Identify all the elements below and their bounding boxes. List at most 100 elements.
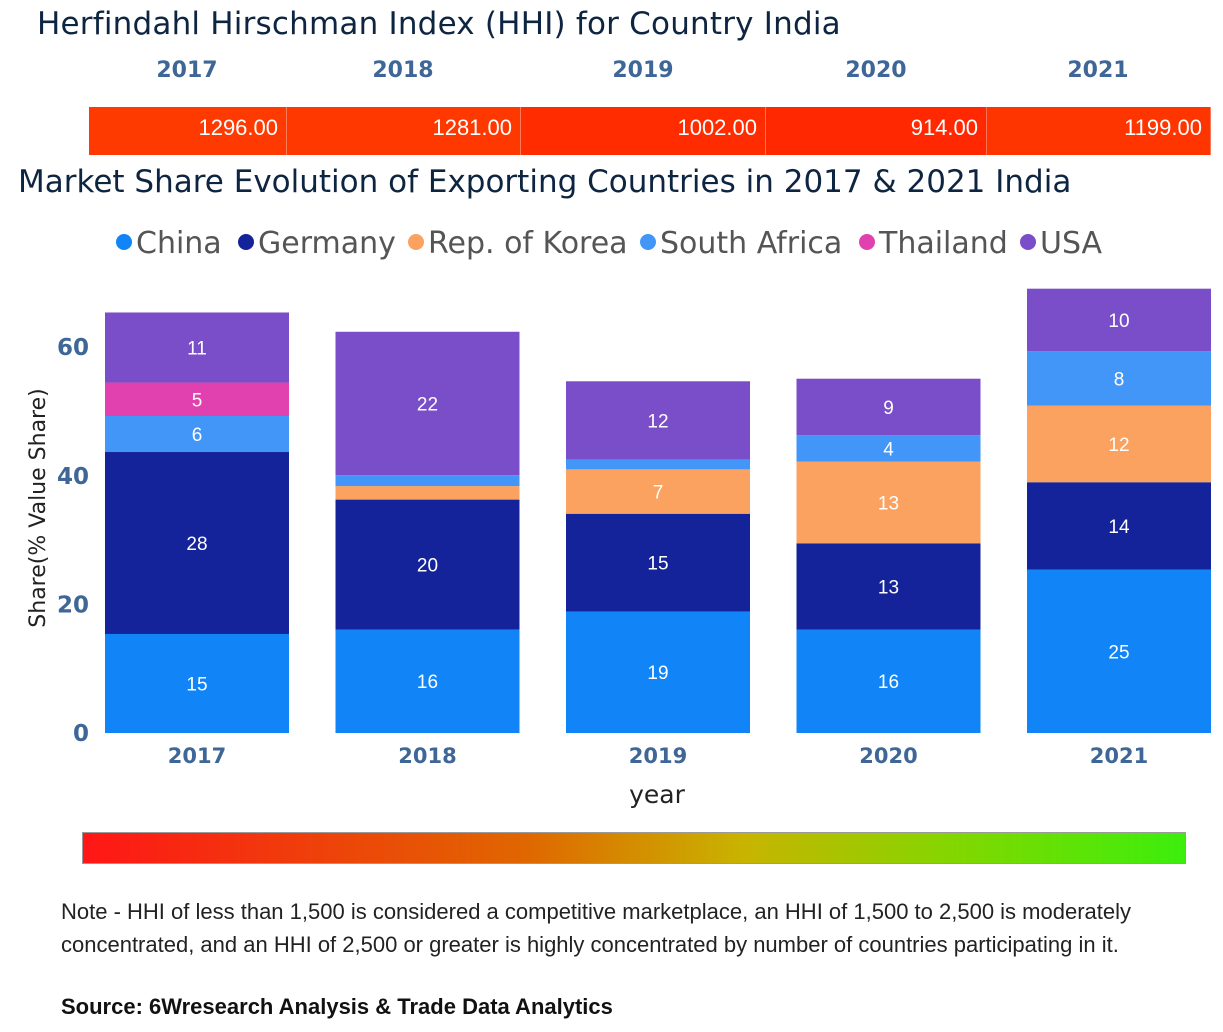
hhi-color-scale <box>82 832 1186 864</box>
hhi-year-2019: 2019 <box>612 58 674 83</box>
bar-segment-south-africa-2018 <box>335 475 520 487</box>
data-label: 22 <box>417 394 438 415</box>
legend-dot-icon <box>859 233 875 250</box>
x-tick-label: 2021 <box>1090 744 1148 768</box>
data-label: 5 <box>192 390 203 411</box>
legend-label: Thailand <box>879 226 1008 261</box>
legend-item-korea[interactable]: Rep. of Korea <box>408 226 628 261</box>
data-label: 10 <box>1108 311 1129 332</box>
bar-segment-rep-of-korea-2020 <box>796 461 981 544</box>
legend-dot-icon <box>640 233 656 250</box>
bar-segment-germany-2021 <box>1027 482 1211 570</box>
bar-segment-china-2019 <box>566 611 750 733</box>
legend-item-south-africa[interactable]: South Africa <box>640 226 842 261</box>
hhi-year-2018: 2018 <box>372 58 434 83</box>
data-label: 7 <box>653 483 664 504</box>
data-label: 28 <box>186 534 207 555</box>
legend-item-china[interactable]: China <box>116 226 222 261</box>
bar-segment-rep-of-korea-2018 <box>335 486 520 500</box>
hhi-cell-2021: 1199.00 <box>987 107 1211 155</box>
legend-label: USA <box>1040 226 1103 261</box>
legend-item-germany[interactable]: Germany <box>238 226 396 261</box>
y-tick-label: 60 <box>57 335 89 361</box>
y-tick-label: 20 <box>57 592 89 618</box>
hhi-cell-2019: 1002.00 <box>521 107 766 155</box>
data-label: 19 <box>647 663 668 684</box>
x-tick-label: 2020 <box>859 744 917 768</box>
bar-segment-usa-2019 <box>566 381 750 460</box>
hhi-cell-2020: 914.00 <box>766 107 987 155</box>
hhi-year-2017: 2017 <box>156 58 218 83</box>
legend-item-usa[interactable]: USA <box>1020 226 1102 261</box>
bar-segment-usa-2020 <box>796 378 981 436</box>
bar-segment-china-2018 <box>335 629 520 733</box>
bar-segment-rep-of-korea-2019 <box>566 469 750 514</box>
bar-segment-south-africa-2019 <box>566 459 750 470</box>
data-label: 12 <box>647 412 668 433</box>
data-label: 16 <box>417 672 438 693</box>
bar-segment-germany-2020 <box>796 543 981 630</box>
hhi-value-2018: 1281.00 <box>432 115 512 140</box>
bar-segment-germany-2019 <box>566 513 750 612</box>
data-label: 15 <box>647 554 668 575</box>
source-line: Source: 6Wresearch Analysis & Trade Data… <box>61 994 613 1019</box>
hhi-value-2019: 1002.00 <box>677 115 757 140</box>
hhi-title: Herfindahl Hirschman Index (HHI) for Cou… <box>37 6 841 42</box>
data-label: 4 <box>883 439 894 460</box>
data-label: 12 <box>1108 435 1129 456</box>
bar-segment-south-africa-2017 <box>105 416 289 453</box>
hhi-value-2021: 1199.00 <box>1124 115 1202 140</box>
legend-dot-icon <box>116 233 132 250</box>
bar-segment-usa-2021 <box>1027 288 1211 352</box>
data-label: 8 <box>1114 369 1125 390</box>
bar-segment-usa-2017 <box>105 312 289 383</box>
x-axis-label: year <box>629 780 685 809</box>
data-label: 20 <box>417 556 438 577</box>
legend-dot-icon <box>238 233 254 250</box>
hhi-value-strip: 1296.00 1281.00 1002.00 914.00 1199.00 <box>89 107 1211 155</box>
hhi-cell-2017: 1296.00 <box>89 107 287 155</box>
x-tick-label: 2018 <box>398 744 456 768</box>
legend-label: Germany <box>258 226 396 261</box>
legend-label: Rep. of Korea <box>428 226 628 261</box>
x-tick-label: 2017 <box>168 744 226 768</box>
bar-segment-thailand-2017 <box>105 382 289 417</box>
hhi-value-2017: 1296.00 <box>198 115 278 140</box>
stacked-bar-chart: 15 28 6 5 11 16 20 22 19 15 7 12 16 13 13 4 9 25 14 12 8 10 2… <box>26 288 1211 809</box>
data-label: 16 <box>878 672 899 693</box>
bar-segment-germany-2018 <box>335 499 520 630</box>
bar-segment-south-africa-2020 <box>796 435 981 462</box>
bar-segment-china-2021 <box>1027 569 1211 733</box>
data-label: 13 <box>878 577 899 598</box>
data-label: 9 <box>883 398 894 419</box>
data-label: 6 <box>192 425 203 446</box>
bar-segment-rep-of-korea-2021 <box>1027 405 1211 483</box>
chart-title: Market Share Evolution of Exporting Coun… <box>18 164 1072 200</box>
legend-label: China <box>136 226 222 261</box>
bar-segment-usa-2018 <box>335 331 520 476</box>
bar-segment-south-africa-2021 <box>1027 351 1211 406</box>
bar-segment-china-2020 <box>796 629 981 733</box>
legend-dot-icon <box>1020 233 1036 250</box>
hhi-year-2021: 2021 <box>1067 58 1129 83</box>
data-label: 15 <box>186 674 207 695</box>
y-tick-label: 0 <box>73 721 89 747</box>
chart-bars: 15 28 6 5 11 16 20 22 19 15 7 12 16 13 13 4 9 25 14 12 8 10 <box>105 288 1211 733</box>
bar-segment-germany-2017 <box>105 452 289 634</box>
data-label: 11 <box>187 339 207 360</box>
data-label: 14 <box>1108 517 1130 538</box>
hhi-value-2020: 914.00 <box>910 115 978 140</box>
footnote: Note - HHI of less than 1,500 is conside… <box>61 899 1131 957</box>
hhi-year-2020: 2020 <box>845 58 907 83</box>
data-label: 25 <box>1108 642 1129 663</box>
legend-item-thailand[interactable]: Thailand <box>859 226 1008 261</box>
y-tick-label: 40 <box>57 464 89 490</box>
bar-segment-china-2017 <box>105 633 289 733</box>
x-tick-label: 2019 <box>629 744 687 768</box>
hhi-cell-2018: 1281.00 <box>287 107 521 155</box>
data-label: 13 <box>878 493 899 514</box>
legend-dot-icon <box>408 233 424 250</box>
y-axis-label: Share(% Value Share) <box>26 388 51 627</box>
legend-label: South Africa <box>660 226 843 261</box>
